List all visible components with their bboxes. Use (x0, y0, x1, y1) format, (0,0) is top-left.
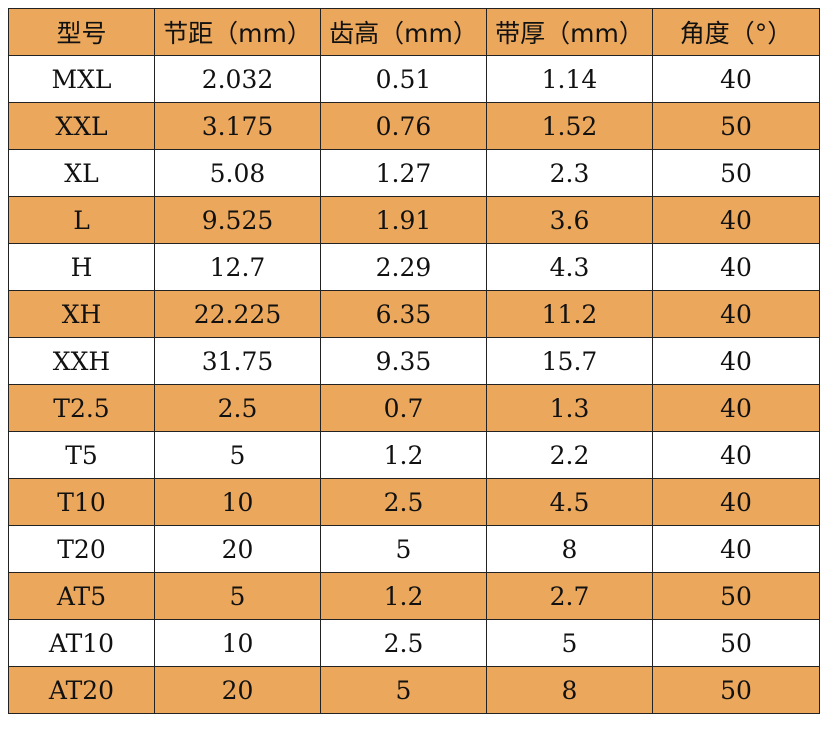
table-row: AT20 20 5 8 50 (8, 666, 820, 714)
cell-angle: 50 (652, 572, 820, 620)
cell-angle: 40 (652, 55, 820, 103)
cell-pitch: 10 (154, 478, 321, 526)
cell-pitch: 5 (154, 572, 321, 620)
cell-tooth-height: 9.35 (320, 337, 487, 385)
table-row: AT10 10 2.5 5 50 (8, 619, 820, 667)
cell-pitch: 20 (154, 666, 321, 714)
cell-angle: 40 (652, 290, 820, 338)
cell-belt-thickness: 4.3 (486, 243, 653, 291)
cell-model: H (8, 243, 155, 291)
cell-model: T20 (8, 525, 155, 573)
header-belt-thickness: 带厚（mm） (486, 8, 653, 56)
cell-angle: 50 (652, 666, 820, 714)
cell-belt-thickness: 5 (486, 619, 653, 667)
cell-model: AT20 (8, 666, 155, 714)
cell-tooth-height: 1.91 (320, 196, 487, 244)
cell-pitch: 9.525 (154, 196, 321, 244)
belt-spec-table: 型号 节距（mm） 齿高（mm） 带厚（mm） 角度（°） MXL 2.032 0.… (8, 8, 820, 714)
cell-model: XXH (8, 337, 155, 385)
cell-tooth-height: 5 (320, 666, 487, 714)
table-row: XXH 31.75 9.35 15.7 40 (8, 337, 820, 385)
cell-belt-thickness: 2.7 (486, 572, 653, 620)
cell-model: AT5 (8, 572, 155, 620)
cell-belt-thickness: 4.5 (486, 478, 653, 526)
cell-tooth-height: 6.35 (320, 290, 487, 338)
cell-angle: 40 (652, 478, 820, 526)
cell-pitch: 2.5 (154, 384, 321, 432)
cell-belt-thickness: 1.3 (486, 384, 653, 432)
cell-model: XXL (8, 102, 155, 150)
table-row: XXL 3.175 0.76 1.52 50 (8, 102, 820, 150)
cell-pitch: 22.225 (154, 290, 321, 338)
cell-pitch: 2.032 (154, 55, 321, 103)
cell-angle: 40 (652, 525, 820, 573)
cell-model: MXL (8, 55, 155, 103)
cell-model: T5 (8, 431, 155, 479)
cell-pitch: 20 (154, 525, 321, 573)
cell-belt-thickness: 8 (486, 666, 653, 714)
cell-belt-thickness: 8 (486, 525, 653, 573)
cell-angle: 40 (652, 243, 820, 291)
table-row: T2.5 2.5 0.7 1.3 40 (8, 384, 820, 432)
table-row: H 12.7 2.29 4.3 40 (8, 243, 820, 291)
cell-tooth-height: 1.2 (320, 572, 487, 620)
cell-angle: 40 (652, 431, 820, 479)
cell-angle: 40 (652, 337, 820, 385)
cell-tooth-height: 5 (320, 525, 487, 573)
cell-model: T10 (8, 478, 155, 526)
cell-angle: 40 (652, 196, 820, 244)
cell-tooth-height: 0.51 (320, 55, 487, 103)
cell-tooth-height: 1.27 (320, 149, 487, 197)
table-row: AT5 5 1.2 2.7 50 (8, 572, 820, 620)
cell-angle: 40 (652, 384, 820, 432)
cell-tooth-height: 1.2 (320, 431, 487, 479)
header-model: 型号 (8, 8, 155, 56)
table-row: XL 5.08 1.27 2.3 50 (8, 149, 820, 197)
cell-pitch: 12.7 (154, 243, 321, 291)
cell-angle: 50 (652, 619, 820, 667)
cell-pitch: 3.175 (154, 102, 321, 150)
cell-angle: 50 (652, 102, 820, 150)
cell-tooth-height: 0.76 (320, 102, 487, 150)
cell-model: L (8, 196, 155, 244)
cell-belt-thickness: 11.2 (486, 290, 653, 338)
cell-angle: 50 (652, 149, 820, 197)
table-row: XH 22.225 6.35 11.2 40 (8, 290, 820, 338)
table-row: T20 20 5 8 40 (8, 525, 820, 573)
table-row: T10 10 2.5 4.5 40 (8, 478, 820, 526)
cell-tooth-height: 2.29 (320, 243, 487, 291)
cell-pitch: 10 (154, 619, 321, 667)
cell-belt-thickness: 1.14 (486, 55, 653, 103)
cell-model: AT10 (8, 619, 155, 667)
cell-belt-thickness: 3.6 (486, 196, 653, 244)
cell-pitch: 31.75 (154, 337, 321, 385)
cell-tooth-height: 2.5 (320, 478, 487, 526)
table-row: MXL 2.032 0.51 1.14 40 (8, 55, 820, 103)
cell-pitch: 5 (154, 431, 321, 479)
header-tooth-height: 齿高（mm） (320, 8, 487, 56)
cell-tooth-height: 0.7 (320, 384, 487, 432)
cell-pitch: 5.08 (154, 149, 321, 197)
table-row: T5 5 1.2 2.2 40 (8, 431, 820, 479)
cell-tooth-height: 2.5 (320, 619, 487, 667)
cell-belt-thickness: 2.2 (486, 431, 653, 479)
cell-model: XH (8, 290, 155, 338)
cell-belt-thickness: 2.3 (486, 149, 653, 197)
header-pitch: 节距（mm） (154, 8, 321, 56)
table-row: L 9.525 1.91 3.6 40 (8, 196, 820, 244)
cell-model: T2.5 (8, 384, 155, 432)
cell-model: XL (8, 149, 155, 197)
cell-belt-thickness: 15.7 (486, 337, 653, 385)
cell-belt-thickness: 1.52 (486, 102, 653, 150)
header-angle: 角度（°） (652, 8, 820, 56)
table-body: MXL 2.032 0.51 1.14 40 XXL 3.175 0.76 1.52 50 XL 5.… (8, 55, 820, 714)
table-header-row: 型号 节距（mm） 齿高（mm） 带厚（mm） 角度（°） (8, 8, 820, 56)
